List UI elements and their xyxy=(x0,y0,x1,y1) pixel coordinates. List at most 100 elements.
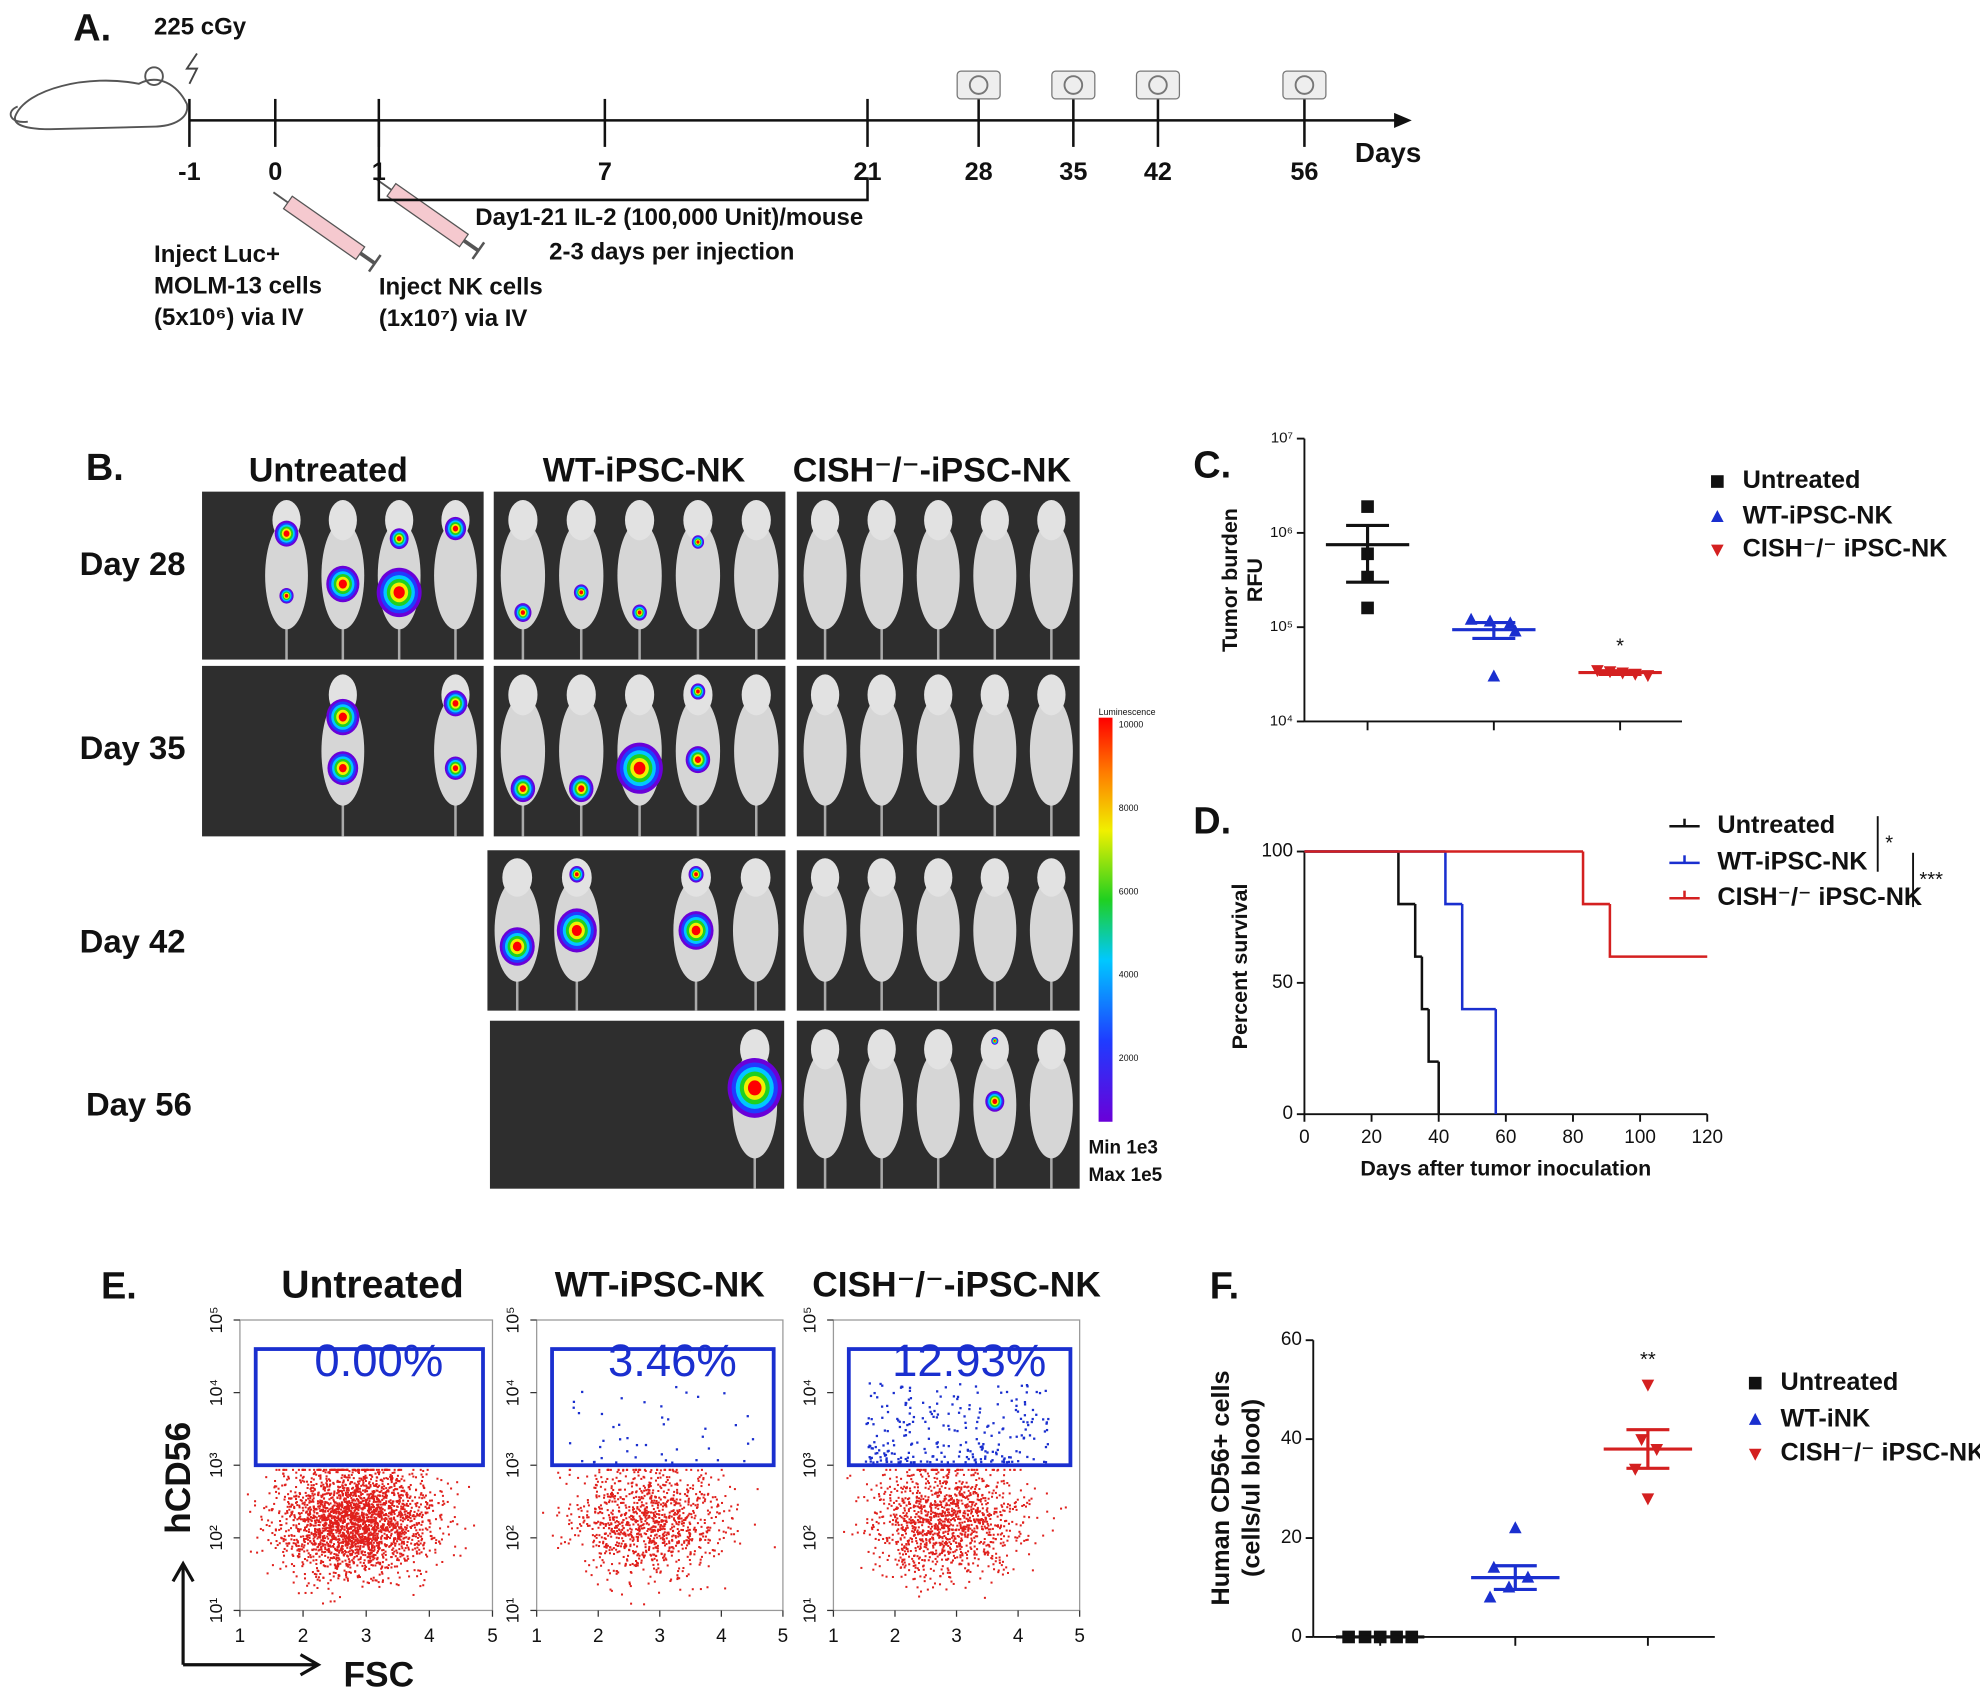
plot-title: CISH⁻/⁻-iPSC-NK xyxy=(812,1266,1101,1305)
event-dot xyxy=(704,1522,706,1524)
event-dot xyxy=(287,1476,289,1478)
annotation: ** xyxy=(1640,1349,1656,1371)
event-dot xyxy=(379,1495,381,1497)
event-dot xyxy=(274,1534,276,1536)
event-dot xyxy=(611,1563,613,1565)
event-dot xyxy=(977,1565,979,1567)
event-dot xyxy=(603,1494,605,1496)
event-dot xyxy=(970,1506,972,1508)
event-dot xyxy=(559,1477,561,1479)
event-dot xyxy=(388,1469,390,1471)
row-label: Day 35 xyxy=(80,729,186,766)
event-dot xyxy=(340,1526,342,1528)
event-dot xyxy=(722,1520,724,1522)
event-dot xyxy=(358,1469,360,1471)
event-dot xyxy=(286,1518,288,1520)
event-dot xyxy=(918,1526,920,1528)
event-dot xyxy=(709,1527,711,1529)
event-dot xyxy=(873,1497,875,1499)
event-dot xyxy=(645,1518,647,1520)
event-dot xyxy=(404,1511,406,1513)
event-dot xyxy=(313,1540,315,1542)
event-dot xyxy=(678,1550,680,1552)
event-dot xyxy=(363,1517,365,1519)
event-dot xyxy=(960,1537,962,1539)
data-point xyxy=(1361,602,1374,615)
event-dot xyxy=(895,1500,897,1502)
event-dot xyxy=(368,1538,370,1540)
event-dot xyxy=(390,1582,392,1584)
event-dot xyxy=(385,1491,387,1493)
event-dot xyxy=(341,1501,343,1503)
mouse-icon xyxy=(15,80,187,129)
event-dot xyxy=(943,1535,945,1537)
event-dot xyxy=(663,1496,665,1498)
event-dot xyxy=(625,1504,627,1506)
x-tick-label: 3 xyxy=(361,1626,372,1647)
event-dot xyxy=(1060,1508,1062,1510)
event-dot xyxy=(725,1532,727,1534)
event-dot xyxy=(699,1564,701,1566)
event-dot xyxy=(973,1528,975,1530)
event-dot xyxy=(674,1483,676,1485)
event-dot xyxy=(333,1543,335,1545)
event-dot xyxy=(293,1519,295,1521)
event-dot xyxy=(351,1540,353,1542)
event-dot xyxy=(339,1529,341,1531)
event-dot xyxy=(395,1482,397,1484)
event-dot xyxy=(686,1517,688,1519)
event-dot xyxy=(356,1555,358,1557)
event-dot xyxy=(615,1549,617,1551)
event-dot xyxy=(617,1504,619,1506)
mouse-head xyxy=(508,500,537,540)
event-dot xyxy=(346,1469,348,1471)
event-dot xyxy=(708,1565,710,1567)
signal-blob xyxy=(339,712,347,721)
event-dot xyxy=(365,1501,367,1503)
event-dot xyxy=(986,1507,988,1509)
event-dot xyxy=(363,1538,365,1540)
event-dot xyxy=(372,1555,374,1557)
event-dot xyxy=(636,1536,638,1538)
event-dot xyxy=(325,1528,327,1530)
event-dot xyxy=(628,1534,630,1536)
event-dot xyxy=(434,1552,436,1554)
event-dot xyxy=(293,1539,295,1541)
event-dot xyxy=(895,1519,897,1521)
event-dot xyxy=(919,1538,921,1540)
panel-label: D. xyxy=(1193,801,1231,843)
event-dot xyxy=(286,1479,288,1481)
event-dot xyxy=(999,1494,1001,1496)
event-dot xyxy=(616,1573,618,1575)
group-title: CISH⁻/⁻-iPSC-NK xyxy=(793,452,1072,490)
event-dot xyxy=(754,1524,756,1526)
event-dot xyxy=(278,1488,280,1490)
event-dot xyxy=(348,1514,350,1516)
event-dot xyxy=(311,1542,313,1544)
event-dot xyxy=(350,1521,352,1523)
event-dot xyxy=(898,1497,900,1499)
event-dot xyxy=(595,1544,597,1546)
event-dot xyxy=(613,1570,615,1572)
event-dot xyxy=(314,1542,316,1544)
event-dot xyxy=(1002,1545,1004,1547)
event-dot xyxy=(636,1545,638,1547)
event-dot xyxy=(302,1497,304,1499)
x-tick-label: 4 xyxy=(424,1626,435,1647)
event-dot xyxy=(329,1480,331,1482)
event-dot xyxy=(334,1519,336,1521)
event-dot xyxy=(609,1517,611,1519)
event-dot xyxy=(972,1508,974,1510)
event-dot xyxy=(391,1556,393,1558)
event-dot xyxy=(630,1585,632,1587)
event-dot xyxy=(420,1483,422,1485)
event-dot xyxy=(395,1522,397,1524)
event-dot xyxy=(402,1500,404,1502)
event-dot xyxy=(625,1564,627,1566)
event-dot xyxy=(917,1486,919,1488)
event-dot xyxy=(644,1487,646,1489)
x-tick-label: 1 xyxy=(531,1626,542,1647)
event-dot xyxy=(598,1469,600,1471)
signal-blob xyxy=(696,540,699,543)
event-dot xyxy=(263,1507,265,1509)
